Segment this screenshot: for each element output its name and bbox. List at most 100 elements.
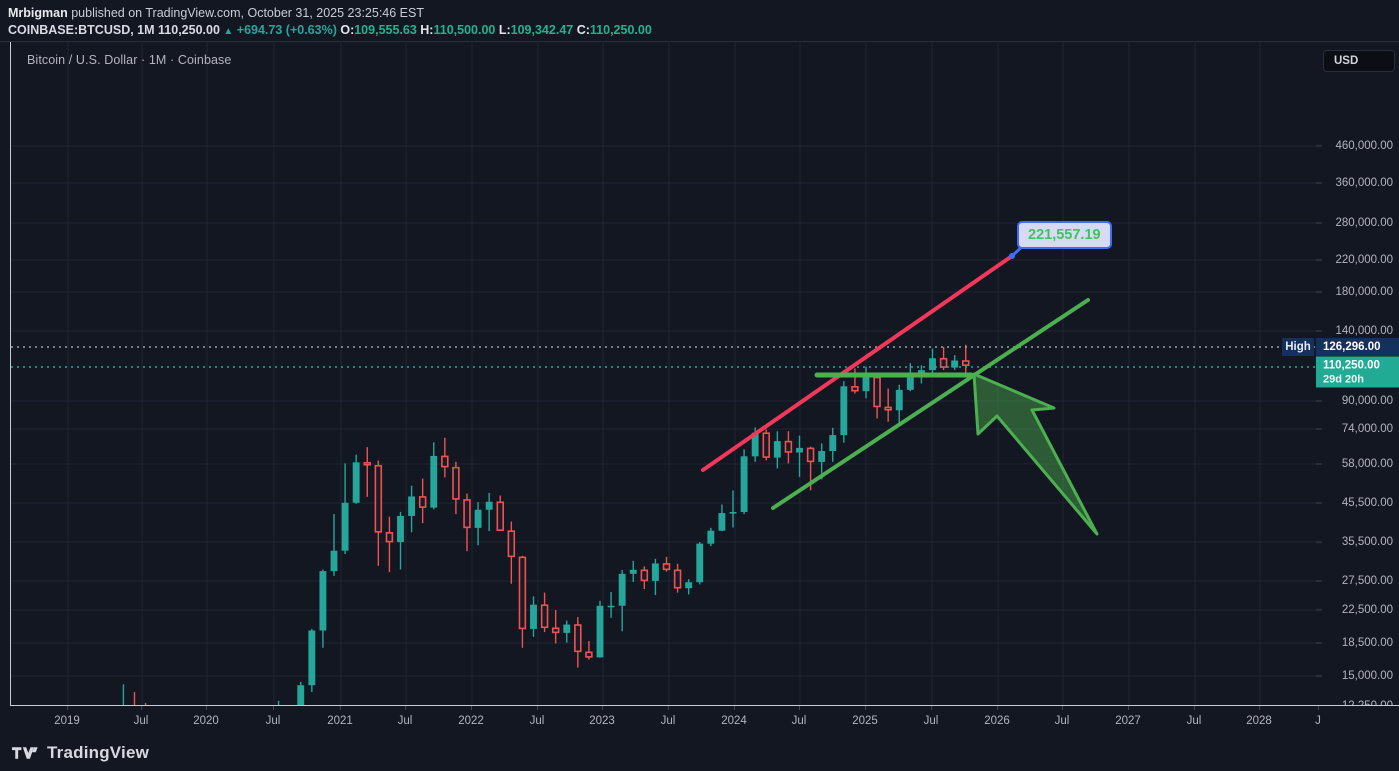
candle-body bbox=[929, 358, 936, 371]
candle-body bbox=[696, 543, 704, 583]
last-price: 110,250.00 bbox=[158, 23, 220, 37]
time-axis[interactable]: 2019 Jul 2020 Jul 2021 Jul 2022 Jul 2023 Jul 2024 J… bbox=[10, 705, 1399, 736]
price-tick-label: 35,500.00 bbox=[1341, 536, 1393, 548]
price-tick-dash bbox=[1316, 642, 1322, 644]
last-price-badge: 110,250.00 29d 20h bbox=[1316, 356, 1399, 388]
time-tick-notch bbox=[1259, 706, 1260, 710]
price-tick-label: 18,500.00 bbox=[1341, 637, 1393, 649]
candle-body bbox=[308, 630, 316, 686]
bar-countdown: 29d 20h bbox=[1323, 373, 1364, 385]
tradingview-brand-bar: TradingView bbox=[0, 735, 1399, 771]
price-axis[interactable]: USD 460,000.00 360,000.00 280,000.00 220,00… bbox=[1282, 42, 1399, 740]
time-tick-notch bbox=[471, 706, 472, 710]
time-tick-notch bbox=[340, 706, 341, 710]
open-label: O: bbox=[340, 23, 355, 37]
time-tick-notch bbox=[1062, 706, 1063, 710]
candle-body bbox=[673, 569, 682, 589]
time-tick-label: 2019 bbox=[54, 715, 80, 727]
candle-body bbox=[740, 456, 748, 513]
candle-body bbox=[851, 386, 859, 392]
candle-body bbox=[607, 605, 615, 608]
chart-frame: Bitcoin / U.S. Dollar · 1M · Coinbase 22… bbox=[0, 41, 1399, 740]
candle-body bbox=[530, 604, 537, 629]
time-tick-label: 2022 bbox=[458, 715, 484, 727]
time-tick-label: Jul bbox=[660, 715, 676, 727]
candlestick-canvas bbox=[11, 42, 1316, 705]
price-tick-dash bbox=[1316, 580, 1322, 582]
candle-body bbox=[840, 386, 848, 436]
chart-legend: Bitcoin / U.S. Dollar · 1M · Coinbase bbox=[27, 53, 232, 67]
candle-body bbox=[651, 563, 659, 581]
green-arrow-annotation bbox=[972, 372, 1099, 536]
author-name: Mrbigman bbox=[8, 6, 68, 20]
time-tick-notch bbox=[1194, 706, 1195, 710]
candle-body bbox=[507, 530, 516, 558]
time-tick-label: Jul bbox=[265, 715, 281, 727]
price-tick-dash bbox=[1316, 291, 1322, 293]
candle-body bbox=[618, 573, 626, 606]
candle-body bbox=[441, 455, 449, 468]
candle-body bbox=[829, 435, 837, 451]
last-price-badge-value: 110,250.00 bbox=[1323, 359, 1380, 371]
price-tick-dash bbox=[1316, 609, 1322, 611]
chart-plot-area[interactable]: Bitcoin / U.S. Dollar · 1M · Coinbase 22… bbox=[10, 42, 1316, 705]
symbol-timeframe: COINBASE:BTCUSD, 1M bbox=[8, 23, 155, 37]
price-tick-label: 58,000.00 bbox=[1341, 458, 1393, 470]
tradingview-wordmark: TradingView bbox=[47, 743, 150, 762]
price-tick-dash bbox=[1316, 222, 1322, 224]
candle-body bbox=[385, 532, 394, 543]
candle-body bbox=[884, 406, 892, 411]
candle-body bbox=[540, 604, 549, 629]
time-tick-notch bbox=[997, 706, 998, 710]
high-label: H: bbox=[420, 23, 434, 37]
candle-body bbox=[297, 685, 305, 705]
currency-button[interactable]: USD bbox=[1323, 50, 1395, 72]
time-tick-notch bbox=[405, 706, 406, 710]
price-tick-dash bbox=[1316, 428, 1322, 430]
candle-body bbox=[873, 376, 881, 408]
time-tick-notch bbox=[537, 706, 538, 710]
time-tick-label: Jul bbox=[923, 715, 939, 727]
candle-body bbox=[685, 582, 693, 589]
time-tick-label: 2025 bbox=[852, 715, 878, 727]
target-anchor-dot bbox=[1009, 253, 1015, 259]
time-tick-notch bbox=[67, 706, 68, 710]
time-tick-label: 2027 bbox=[1115, 715, 1141, 727]
price-tick-label: 22,500.00 bbox=[1341, 604, 1393, 616]
time-tick-label: 2021 bbox=[327, 715, 353, 727]
time-tick-label: Jul bbox=[529, 715, 545, 727]
publish-line: Mrbigman published on TradingView.com, O… bbox=[8, 5, 1399, 22]
time-tick-notch bbox=[931, 706, 932, 710]
time-tick-label: 2028 bbox=[1246, 715, 1272, 727]
candle-body bbox=[563, 624, 571, 633]
time-tick-notch bbox=[668, 706, 669, 710]
price-tick-label: 280,000.00 bbox=[1335, 217, 1393, 229]
price-tick-dash bbox=[1316, 182, 1322, 184]
candle-body bbox=[962, 360, 970, 366]
candle-body bbox=[352, 462, 360, 503]
time-tick-notch bbox=[602, 706, 603, 710]
close-label: C: bbox=[576, 23, 590, 37]
low-value: 109,342.47 bbox=[510, 23, 574, 37]
time-tick-notch bbox=[1128, 706, 1129, 710]
time-tick-notch bbox=[799, 706, 800, 710]
price-tick-dash bbox=[1316, 400, 1322, 402]
time-tick-label: Jul bbox=[1186, 715, 1202, 727]
candle-body bbox=[485, 501, 493, 510]
time-tick-label: 2026 bbox=[984, 715, 1010, 727]
candle-body bbox=[374, 464, 383, 533]
price-tick-dash bbox=[1316, 675, 1322, 677]
publish-text: published on TradingView.com, October 31… bbox=[71, 6, 424, 20]
candle-body bbox=[773, 441, 781, 458]
price-tick-label: 15,000.00 bbox=[1341, 670, 1393, 682]
close-value: 110,250.00 bbox=[589, 23, 652, 37]
red-trendline bbox=[701, 254, 1014, 472]
candle-body bbox=[430, 455, 438, 508]
candle-body bbox=[762, 432, 770, 458]
price-tick-label: 140,000.00 bbox=[1335, 325, 1393, 337]
candle-body bbox=[397, 515, 404, 543]
time-tick-notch bbox=[273, 706, 274, 710]
candle-body bbox=[574, 624, 582, 653]
target-price-flag[interactable]: 221,557.19 bbox=[1017, 221, 1112, 249]
candle-body bbox=[363, 462, 371, 466]
